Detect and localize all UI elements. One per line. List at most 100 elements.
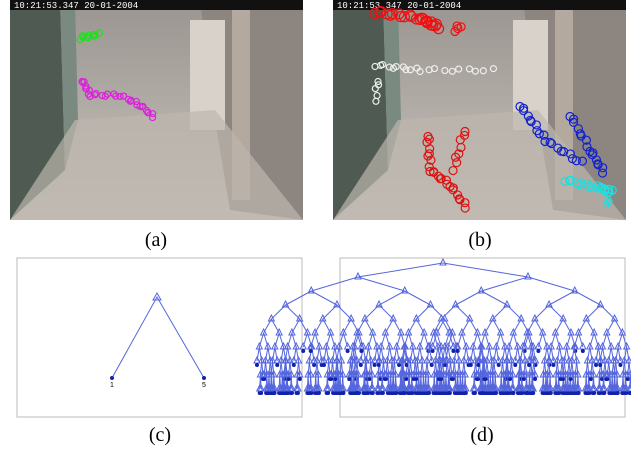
tree-leaf xyxy=(626,377,630,381)
tree-edge xyxy=(358,277,405,291)
leaf-label: 5 xyxy=(202,382,206,389)
tree-leaf xyxy=(476,377,480,381)
tree-leaf xyxy=(476,363,480,367)
tree-leaf xyxy=(484,377,488,381)
caption: (a) xyxy=(145,229,167,251)
tree-node xyxy=(268,315,274,321)
tree-leaf xyxy=(577,391,581,395)
tree-edge xyxy=(416,305,430,319)
timestamp: 10:21:53.347 20-01-2004 xyxy=(14,1,138,11)
tree-c: 1 5 xyxy=(110,293,206,389)
tree-leaf xyxy=(469,363,473,367)
tree-leaf xyxy=(605,377,609,381)
tree-edge xyxy=(481,291,507,305)
tree-leaf xyxy=(569,377,573,381)
tree-leaf xyxy=(551,363,555,367)
tree-leaf xyxy=(525,391,529,395)
tree-leaf xyxy=(384,377,388,381)
tree-node xyxy=(490,315,496,321)
tree-leaf xyxy=(522,377,526,381)
tree-edge xyxy=(337,305,351,319)
tree-edge xyxy=(493,305,507,319)
tree-edge xyxy=(365,305,379,319)
tree-leaf xyxy=(355,391,359,395)
tree-leaf xyxy=(359,363,363,367)
tree-leaf xyxy=(110,376,114,380)
tree-leaf xyxy=(202,376,206,380)
tree-leaf xyxy=(347,377,351,381)
tree-edge xyxy=(586,305,600,319)
tree-leaf xyxy=(513,363,517,367)
tree-leaf xyxy=(367,377,371,381)
tree-leaf xyxy=(404,377,408,381)
tree-leaf xyxy=(430,363,434,367)
tree-leaf xyxy=(494,391,498,395)
tree-leaf xyxy=(322,363,326,367)
tree-edge xyxy=(549,305,563,319)
tree-leaf xyxy=(508,377,512,381)
tree-leaf xyxy=(397,363,401,367)
tree-leaf xyxy=(273,391,277,395)
tree-leaf xyxy=(333,377,337,381)
tree-edge xyxy=(311,291,337,305)
tree-leaf xyxy=(377,363,381,367)
tree-leaf xyxy=(481,391,485,395)
tree-leaf xyxy=(317,391,321,395)
tree-node xyxy=(413,315,419,321)
caption: (b) xyxy=(468,229,491,251)
tree-leaf xyxy=(431,349,435,353)
tree-leaf xyxy=(464,391,468,395)
tree-leaf xyxy=(561,377,565,381)
tree-leaf xyxy=(292,363,296,367)
tree-leaf xyxy=(298,377,302,381)
tree-leaf xyxy=(290,391,294,395)
tree-leaf xyxy=(451,377,455,381)
tree-node xyxy=(560,315,566,321)
tree-leaf xyxy=(371,391,375,395)
tree-edge xyxy=(507,305,521,319)
tree-edge xyxy=(456,291,482,305)
tree-leaf xyxy=(329,377,333,381)
tree-leaf xyxy=(346,349,350,353)
tree-edge xyxy=(443,263,528,277)
tree-leaf xyxy=(414,377,418,381)
tree-node xyxy=(440,259,446,265)
tree-leaf xyxy=(301,349,305,353)
tree-leaf xyxy=(312,363,316,367)
photo-a: 10:21:53.347 20-01-2004 xyxy=(10,0,303,220)
tree-node xyxy=(320,315,326,321)
tree-leaf xyxy=(594,363,598,367)
tree-edge xyxy=(286,305,300,319)
leaf-label: 1 xyxy=(110,382,114,389)
tree-edge xyxy=(311,277,358,291)
tree-edge xyxy=(286,291,312,305)
tree-leaf xyxy=(589,377,593,381)
tree-leaf xyxy=(592,391,596,395)
tree-leaf xyxy=(262,377,266,381)
tree-leaf xyxy=(359,349,363,353)
tree-leaf xyxy=(259,391,263,395)
tree-leaf xyxy=(439,377,443,381)
tree-leaf xyxy=(536,349,540,353)
tree-leaf xyxy=(381,391,385,395)
tree-leaf xyxy=(527,363,531,367)
tree-leaf xyxy=(497,363,501,367)
tree-leaf xyxy=(405,363,409,367)
tree-leaf xyxy=(287,377,291,381)
tree-leaf xyxy=(451,349,455,353)
tree-leaf xyxy=(531,391,535,395)
tree-leaf xyxy=(602,391,606,395)
tree-node xyxy=(348,315,354,321)
tree-edge xyxy=(379,291,405,305)
tree-edge xyxy=(271,305,285,319)
tree-edge xyxy=(456,305,470,319)
tree-edge xyxy=(535,305,549,319)
tree-leaf xyxy=(456,349,460,353)
tree-edge xyxy=(112,297,204,378)
tree-leaf xyxy=(326,391,330,395)
caption: (c) xyxy=(149,424,171,446)
tree-edge xyxy=(379,305,393,319)
tree-node xyxy=(518,315,524,321)
tree-leaf xyxy=(402,391,406,395)
tree-edge xyxy=(441,305,455,319)
